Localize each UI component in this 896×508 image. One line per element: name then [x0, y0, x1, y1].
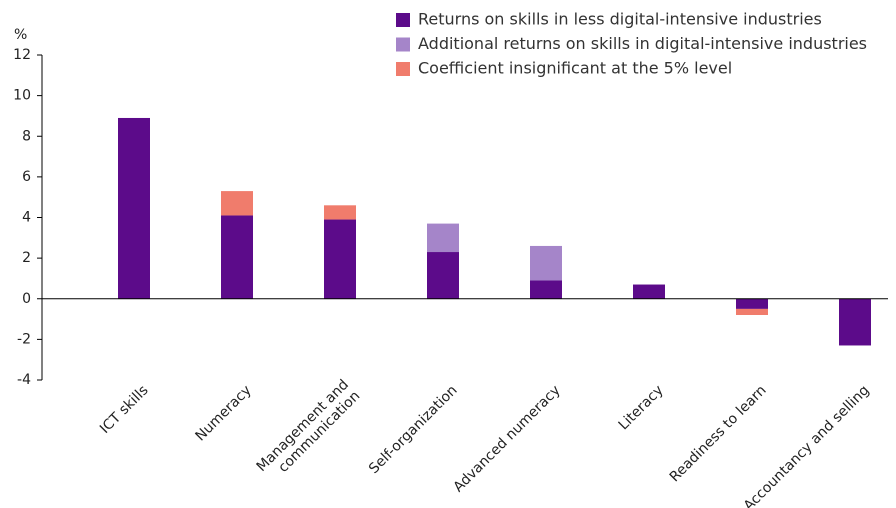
bar: [118, 117, 150, 299]
y-tick-label: 12: [13, 47, 31, 63]
legend-label: Additional returns on skills in digital-…: [418, 34, 867, 53]
legend-swatch: [396, 62, 410, 76]
y-tick-label: 10: [13, 88, 31, 104]
bar: [633, 284, 665, 299]
bar: [221, 215, 253, 299]
bar: [530, 280, 562, 299]
bar: [324, 205, 356, 220]
bar: [530, 245, 562, 281]
x-tick-label: Literacy: [616, 382, 667, 433]
x-tick-label: Management andcommunication: [254, 377, 364, 487]
y-tick-label: 6: [22, 169, 31, 185]
x-tick-label: Advanced numeracy: [451, 382, 564, 495]
bar: [736, 308, 768, 315]
y-tick-label: -2: [17, 331, 31, 347]
bar: [221, 191, 253, 216]
x-tick-label: ICT skills: [97, 382, 152, 437]
x-tick-label: Numeracy: [192, 382, 254, 444]
y-tick-label: -4: [17, 372, 31, 388]
x-tick-label: Self-organization: [366, 382, 461, 477]
legend-swatch: [396, 13, 410, 27]
x-tick-label: Readiness to learn: [667, 382, 770, 485]
y-axis-label: %: [14, 27, 27, 43]
y-tick-label: 8: [22, 128, 31, 144]
bar: [427, 252, 459, 299]
y-tick-label: 2: [22, 250, 31, 266]
bar: [324, 219, 356, 299]
legend-swatch: [396, 37, 410, 52]
bar: [736, 298, 768, 309]
legend-label: Coefficient insignificant at the 5% leve…: [418, 59, 732, 78]
y-tick-label: 4: [22, 210, 31, 226]
y-tick-label: 0: [22, 291, 31, 307]
legend-label: Returns on skills in less digital-intens…: [418, 10, 822, 29]
bar: [839, 298, 871, 346]
bar: [427, 223, 459, 253]
